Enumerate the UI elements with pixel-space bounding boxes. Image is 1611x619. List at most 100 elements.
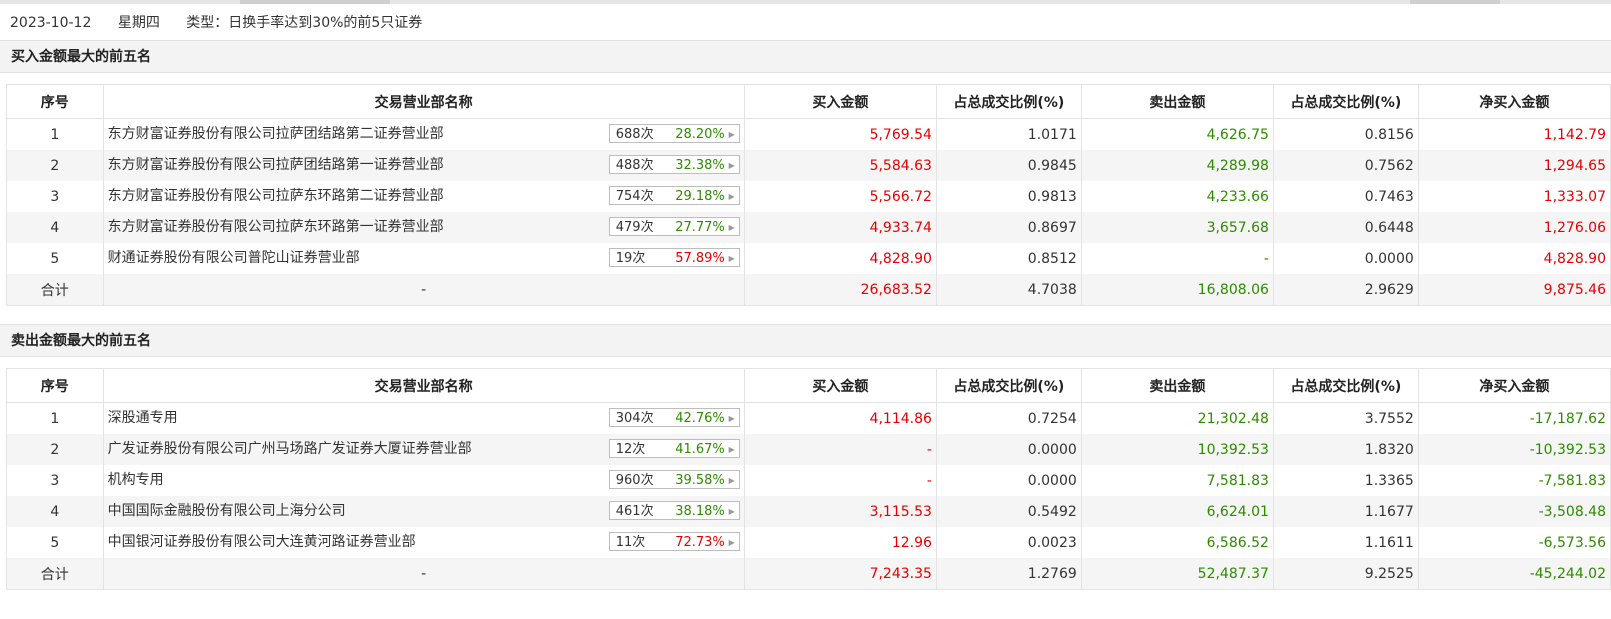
row-index: 1	[6, 118, 104, 150]
net-buy-amount: 4,828.90	[1417, 243, 1611, 274]
buy-top5-table: 序号 交易营业部名称 买入金额 占总成交比例(%) 卖出金额 占总成交比例(%)…	[6, 84, 1611, 306]
branch-win-rate: 42.76%	[675, 411, 725, 426]
sell-ratio: 1.8320	[1272, 434, 1419, 465]
col-header-index: 序号	[6, 84, 104, 119]
buy-amount: 5,566.72	[743, 181, 937, 212]
sell-ratio: 1.3365	[1272, 465, 1419, 496]
sell-amount: 4,626.75	[1080, 118, 1274, 150]
branch-win-rate: 27.77%	[675, 220, 725, 235]
table-row: 4 东方财富证券股份有限公司拉萨东环路第一证券营业部 479次 27.77% ▶ 4,93…	[6, 212, 1611, 243]
buy-ratio: 0.9813	[935, 181, 1082, 212]
table-row: 1 东方财富证券股份有限公司拉萨团结路第二证券营业部 688次 28.20% ▶ 5,76…	[6, 118, 1611, 150]
buy-ratio: 0.7254	[935, 402, 1082, 434]
triangle-right-icon: ▶	[728, 445, 735, 454]
col-header-buy-ratio: 占总成交比例(%)	[935, 84, 1082, 119]
triangle-right-icon: ▶	[728, 192, 735, 201]
buy-section-title: 买入金额最大的前五名	[0, 40, 1611, 73]
total-row: 合计 -7,243.35 1.2769 52,487.37 9.2525 -45,244.…	[6, 558, 1611, 590]
buy-amount: 5,769.54	[743, 118, 937, 150]
triangle-right-icon: ▶	[728, 414, 735, 423]
info-bar: 2023-10-12 星期四 类型：日换手率达到30%的前5只证券	[10, 13, 444, 33]
branch-name-link[interactable]: 东方财富证券股份有限公司拉萨东环路第一证券营业部	[107, 219, 444, 235]
net-buy-amount: 1,142.79	[1417, 118, 1611, 150]
branch-name-link[interactable]: 东方财富证券股份有限公司拉萨东环路第二证券营业部	[107, 188, 444, 204]
branch-name-link[interactable]: 深股通专用	[107, 410, 178, 426]
branch-win-rate: 29.18%	[675, 189, 725, 204]
total-branch-placeholder: -	[102, 558, 745, 590]
sell-amount: 3,657.68	[1080, 212, 1274, 243]
total-buy-ratio: 4.7038	[935, 274, 1082, 306]
sell-section-title: 卖出金额最大的前五名	[0, 324, 1611, 357]
branch-name-link[interactable]: 广发证券股份有限公司广州马场路广发证券大厦证券营业部	[107, 441, 472, 457]
net-buy-amount: -3,508.48	[1417, 496, 1611, 527]
branch-trade-count: 688次	[615, 127, 654, 142]
col-header-sell-ratio: 占总成交比例(%)	[1272, 368, 1419, 403]
total-net-buy: 9,875.46	[1417, 274, 1611, 306]
net-buy-amount: 1,276.06	[1417, 212, 1611, 243]
net-buy-amount: -6,573.56	[1417, 527, 1611, 558]
total-net-buy: -45,244.02	[1417, 558, 1611, 590]
buy-amount: -	[743, 434, 937, 465]
branch-stats-button[interactable]: 488次 32.38% ▶	[608, 155, 740, 174]
col-header-branch-name: 交易营业部名称	[102, 368, 745, 403]
total-buy-amount: 26,683.52	[743, 274, 937, 306]
net-buy-amount: -17,187.62	[1417, 402, 1611, 434]
sell-amount: 7,581.83	[1080, 465, 1274, 496]
net-buy-amount: -10,392.53	[1417, 434, 1611, 465]
buy-amount: 3,115.53	[743, 496, 937, 527]
branch-stats-button[interactable]: 304次 42.76% ▶	[608, 408, 740, 427]
net-buy-amount: 1,294.65	[1417, 150, 1611, 181]
branch-name-link[interactable]: 中国银河证券股份有限公司大连黄河路证券营业部	[107, 534, 416, 550]
branch-cell: 东方财富证券股份有限公司拉萨团结路第一证券营业部 488次 32.38% ▶	[102, 150, 745, 181]
col-header-net-buy: 净买入金额	[1417, 84, 1611, 119]
branch-win-rate: 39.58%	[675, 473, 725, 488]
col-header-buy-ratio: 占总成交比例(%)	[935, 368, 1082, 403]
branch-name-link[interactable]: 机构专用	[107, 472, 164, 488]
branch-stats-button[interactable]: 11次 72.73% ▶	[608, 532, 740, 551]
col-header-index: 序号	[6, 368, 104, 403]
total-sell-ratio: 2.9629	[1272, 274, 1419, 306]
branch-name-link[interactable]: 中国国际金融股份有限公司上海分公司	[107, 503, 346, 519]
sell-amount: -	[1080, 243, 1274, 274]
buy-ratio: 0.9845	[935, 150, 1082, 181]
branch-cell: 东方财富证券股份有限公司拉萨团结路第二证券营业部 688次 28.20% ▶	[102, 118, 745, 150]
table-row: 3 东方财富证券股份有限公司拉萨东环路第二证券营业部 754次 29.18% ▶ 5,56…	[6, 181, 1611, 212]
branch-stats-button[interactable]: 960次 39.58% ▶	[608, 470, 740, 489]
total-buy-amount: 7,243.35	[743, 558, 937, 590]
branch-win-rate: 57.89%	[675, 251, 725, 266]
sell-amount: 21,302.48	[1080, 402, 1274, 434]
sell-ratio: 0.7562	[1272, 150, 1419, 181]
branch-stats-button[interactable]: 479次 27.77% ▶	[608, 217, 740, 236]
total-branch-placeholder: -	[102, 274, 745, 306]
branch-name-link[interactable]: 财通证券股份有限公司普陀山证券营业部	[107, 250, 360, 266]
branch-stats-button[interactable]: 688次 28.20% ▶	[608, 124, 740, 143]
branch-stats-button[interactable]: 461次 38.18% ▶	[608, 501, 740, 520]
branch-cell: 东方财富证券股份有限公司拉萨东环路第二证券营业部 754次 29.18% ▶	[102, 181, 745, 212]
branch-name-link[interactable]: 东方财富证券股份有限公司拉萨团结路第一证券营业部	[107, 157, 444, 173]
branch-win-rate: 28.20%	[675, 127, 725, 142]
branch-trade-count: 12次	[615, 442, 646, 457]
row-index: 3	[6, 465, 104, 496]
sell-ratio: 0.0000	[1272, 243, 1419, 274]
buy-amount: 4,828.90	[743, 243, 937, 274]
table-row: 2 东方财富证券股份有限公司拉萨团结路第一证券营业部 488次 32.38% ▶ 5,58…	[6, 150, 1611, 181]
sell-ratio: 0.8156	[1272, 118, 1419, 150]
col-header-sell-ratio: 占总成交比例(%)	[1272, 84, 1419, 119]
branch-stats-button[interactable]: 12次 41.67% ▶	[608, 439, 740, 458]
branch-cell: 深股通专用 304次 42.76% ▶	[102, 402, 745, 434]
branch-name-link[interactable]: 东方财富证券股份有限公司拉萨团结路第二证券营业部	[107, 126, 444, 142]
row-index: 2	[6, 150, 104, 181]
row-index: 2	[6, 434, 104, 465]
buy-amount: 12.96	[743, 527, 937, 558]
sell-amount: 10,392.53	[1080, 434, 1274, 465]
table-header-row: 序号 交易营业部名称 买入金额 占总成交比例(%) 卖出金额 占总成交比例(%)…	[6, 84, 1611, 119]
branch-cell: 中国国际金融股份有限公司上海分公司 461次 38.18% ▶	[102, 496, 745, 527]
row-index: 5	[6, 243, 104, 274]
branch-stats-button[interactable]: 754次 29.18% ▶	[608, 186, 740, 205]
sell-ratio: 1.1611	[1272, 527, 1419, 558]
sell-amount: 6,624.01	[1080, 496, 1274, 527]
table-row: 1 深股通专用 304次 42.76% ▶ 4,114.86 0.7254 21,302.48…	[6, 402, 1611, 434]
top-tab-indicator-right	[1410, 0, 1500, 4]
triangle-right-icon: ▶	[728, 254, 735, 263]
branch-stats-button[interactable]: 19次 57.89% ▶	[608, 248, 740, 267]
